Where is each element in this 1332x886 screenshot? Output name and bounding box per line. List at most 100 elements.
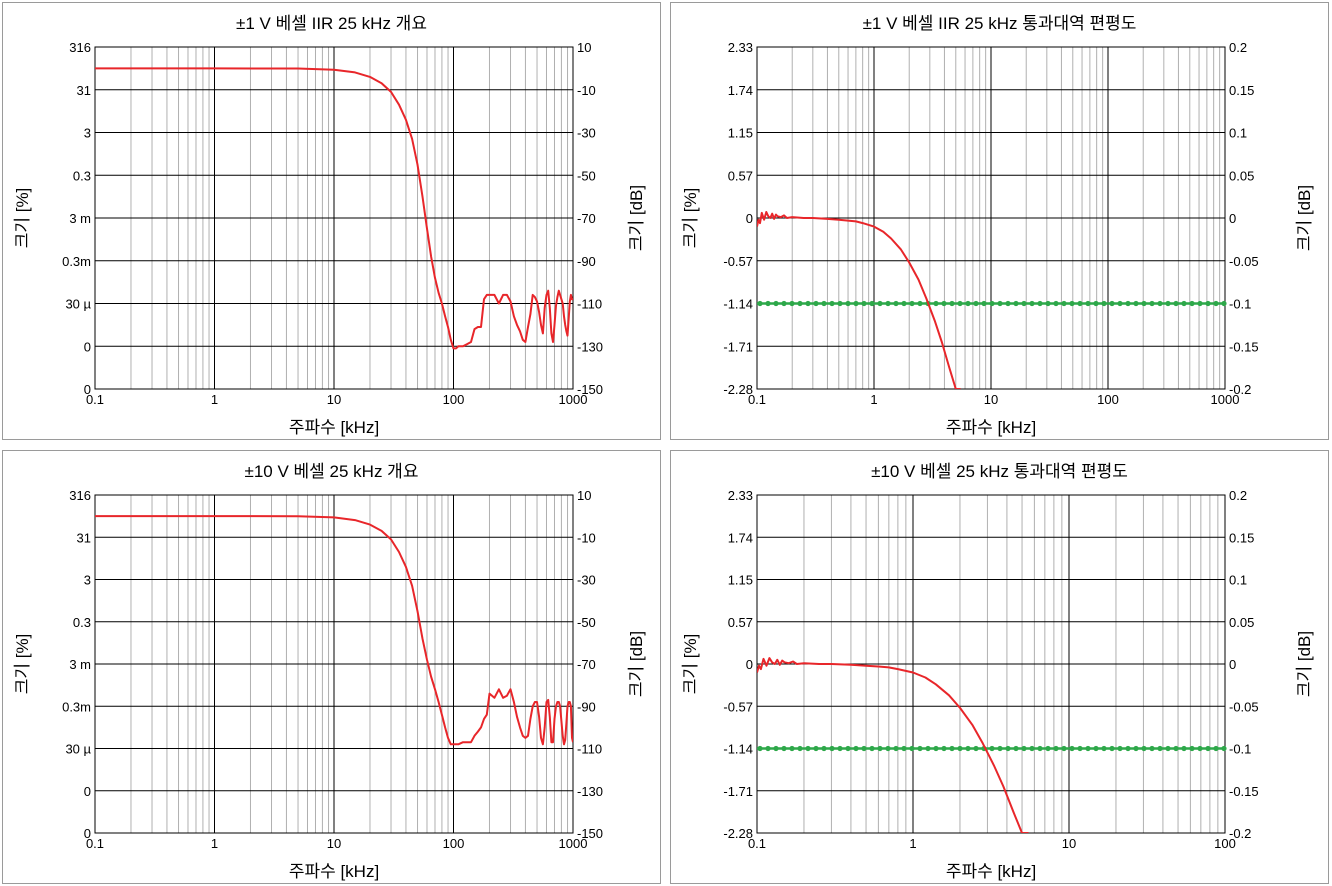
chart-panel-overview-10v: 316 10 31 -10 3 -30 0.3 -50 3 m -70 0.3m -90 30 µ -11… [2, 450, 661, 884]
y-tick-label-right: 0.1 [1229, 573, 1247, 588]
x-tick-label: 0.1 [748, 836, 766, 851]
limit-marker [789, 745, 795, 752]
limit-marker [1013, 300, 1019, 307]
y-tick-label-left: 3 [84, 126, 91, 141]
x-tick-label: 0.1 [86, 392, 104, 407]
limit-marker [829, 745, 835, 752]
limit-marker [1053, 300, 1059, 307]
limit-marker [1109, 745, 1115, 752]
limit-marker [1061, 745, 1067, 752]
y-tick-label-left: -1.71 [723, 784, 753, 799]
y-tick-label-left: 1.15 [728, 573, 753, 588]
limit-marker [909, 745, 915, 752]
limit-marker [805, 300, 811, 307]
y-axis-label-right: 크기 [dB] [627, 185, 646, 251]
y-axis-label-left: 크기 [%] [681, 634, 700, 695]
limit-marker [869, 300, 875, 307]
limit-marker [1085, 745, 1091, 752]
limit-marker [1205, 745, 1211, 752]
limit-marker [1093, 300, 1099, 307]
x-tick-label: 1 [211, 392, 218, 407]
limit-marker [1069, 745, 1075, 752]
y-tick-label-left: 0.3 [73, 168, 91, 183]
y-tick-label-right: -0.15 [1229, 784, 1259, 799]
y-tick-label-left: 3 [84, 573, 91, 588]
limit-marker [1181, 745, 1187, 752]
x-tick-label: 0.1 [748, 392, 766, 407]
series-line [95, 515, 573, 746]
x-axis-label: 주파수 [kHz] [289, 418, 379, 437]
y-tick-label-left: 316 [69, 488, 91, 503]
limit-marker [933, 745, 939, 752]
y-tick-label-right: -10 [577, 530, 596, 545]
y-tick-label-left: -0.57 [723, 254, 753, 269]
y-tick-label-right: -130 [577, 339, 603, 354]
limit-marker [917, 745, 923, 752]
limit-marker [901, 300, 907, 307]
y-axis-label-left: 크기 [%] [681, 188, 700, 249]
limit-marker [765, 745, 771, 752]
limit-marker [981, 300, 987, 307]
y-tick-label-left: 3 m [69, 657, 91, 672]
limit-marker [893, 300, 899, 307]
limit-marker [1045, 300, 1051, 307]
limit-marker [917, 300, 923, 307]
limit-marker [1013, 745, 1019, 752]
limit-marker [1037, 300, 1043, 307]
limit-marker [941, 300, 947, 307]
limit-marker [949, 300, 955, 307]
limit-marker [1221, 745, 1227, 752]
y-tick-label-left: 0.3m [62, 254, 91, 269]
y-tick-label-right: -50 [577, 615, 596, 630]
y-tick-label-right: 0.1 [1229, 126, 1247, 141]
limit-marker [1125, 745, 1131, 752]
limit-marker [813, 300, 819, 307]
y-tick-label-right: -70 [577, 211, 596, 226]
limit-marker [1213, 745, 1219, 752]
limit-marker [1157, 300, 1163, 307]
limit-marker [1149, 300, 1155, 307]
y-axis-label-right: 크기 [dB] [627, 631, 646, 697]
series-line [757, 211, 961, 389]
plot-frame [756, 494, 1226, 834]
limit-marker [1117, 745, 1123, 752]
limit-marker [797, 745, 803, 752]
y-tick-label-left: 31 [77, 530, 91, 545]
limit-marker [1005, 300, 1011, 307]
limit-marker [941, 745, 947, 752]
limit-marker [997, 745, 1003, 752]
y-tick-label-left: -0.57 [723, 699, 753, 714]
limit-marker [1173, 745, 1179, 752]
limit-marker [861, 300, 867, 307]
y-tick-label-right: -30 [577, 126, 596, 141]
limit-marker [1221, 300, 1227, 307]
y-tick-label-right: -0.05 [1229, 254, 1259, 269]
y-tick-label-right: 0.2 [1229, 488, 1247, 503]
chart-title: ±1 V 베셀 IIR 25 kHz 통과대역 편평도 [863, 14, 1137, 33]
y-tick-label-right: -0.2 [1229, 826, 1251, 841]
limit-marker [1157, 745, 1163, 752]
limit-marker [1077, 300, 1083, 307]
limit-marker [901, 745, 907, 752]
chart-title: ±10 V 베셀 25 kHz 통과대역 편평도 [871, 462, 1128, 481]
limit-marker [885, 300, 891, 307]
y-axis-label-right: 크기 [dB] [1295, 185, 1314, 251]
x-tick-label: 0.1 [86, 836, 104, 851]
x-tick-label: 100 [443, 836, 465, 851]
y-tick-label-right: 10 [577, 40, 591, 55]
limit-marker [1061, 300, 1067, 307]
y-tick-label-right: 0.05 [1229, 168, 1254, 183]
y-tick-label-left: 31 [77, 83, 91, 98]
limit-marker [1125, 300, 1131, 307]
chart-panel-flatness-1v: 2.33 0.2 1.74 0.15 1.15 0.1 0.57 0.05 0 0 -0.57 -0.… [670, 2, 1329, 440]
y-tick-label-right: -150 [577, 382, 603, 397]
y-tick-label-left: 30 µ [65, 742, 91, 757]
y-tick-label-left: 316 [69, 40, 91, 55]
x-tick-label: 100 [443, 392, 465, 407]
limit-marker [925, 745, 931, 752]
limit-marker [1101, 300, 1107, 307]
limit-marker [821, 745, 827, 752]
chart-title: ±10 V 베셀 25 kHz 개요 [245, 462, 419, 481]
limit-marker [1165, 300, 1171, 307]
